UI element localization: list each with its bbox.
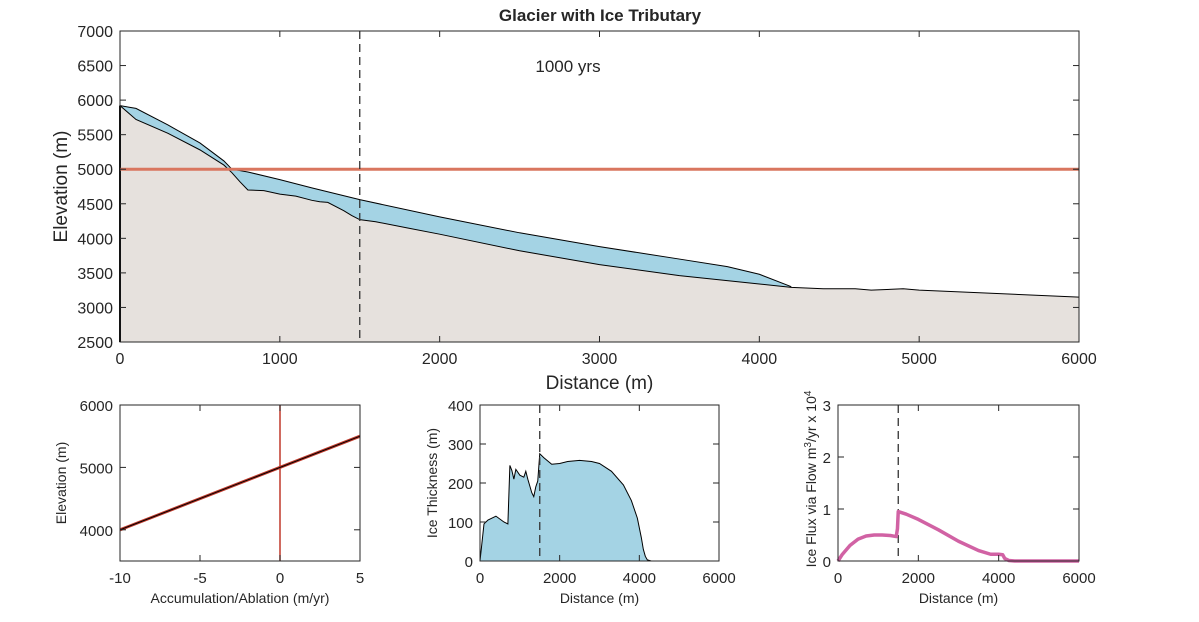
ice-thickness-plot: 0 2000 4000 6000 0 100 200 300 400 Distance (m) Ic…	[424, 398, 736, 606]
mass-balance-line	[119, 435, 361, 531]
y-tick-label: 2	[823, 450, 831, 467]
y-tick-label: 4500	[77, 197, 113, 214]
y-tick-label: 0	[823, 554, 831, 571]
axes-box	[837, 404, 1080, 562]
y-axis-label: Elevation (m)	[51, 131, 72, 243]
elevation-profile-plot: 0 1000 2000 3000 4000 5000 6000 2500 3000 3500 400…	[51, 24, 1097, 394]
y-tick-label: 5500	[77, 128, 113, 145]
figure-title: Glacier with Ice Tributary	[499, 6, 702, 25]
y-tick-label: 3500	[77, 266, 113, 283]
y-tick-label: 200	[448, 476, 473, 493]
x-tick-label: 2000	[543, 570, 576, 587]
y-tick-label: 300	[448, 437, 473, 454]
x-tick-label: 5000	[901, 351, 937, 368]
mass-balance-plot: -10 -5 0 5 4000 5000 6000 Accumulation/Ablation…	[53, 398, 364, 606]
x-tick-label: 4000	[742, 351, 778, 368]
x-axis-label: Distance (m)	[560, 590, 639, 606]
x-tick-label: 6000	[702, 570, 735, 587]
y-tick-label: 6000	[80, 398, 113, 415]
x-tick-label: 0	[834, 570, 842, 587]
x-axis-label: Distance (m)	[919, 590, 998, 606]
y-tick-label: 4000	[80, 523, 113, 540]
x-tick-label: 0	[476, 570, 484, 587]
y-tick-label: 5000	[77, 162, 113, 179]
x-tick-label: 6000	[1062, 570, 1095, 587]
x-tick-label: 1000	[262, 351, 298, 368]
ice-surface-line	[119, 105, 792, 288]
y-axis-label: Ice Thickness (m)	[424, 428, 440, 538]
ice-area	[120, 105, 792, 288]
bedrock-line	[119, 105, 1080, 298]
x-tick-label: -10	[109, 570, 131, 587]
x-tick-label: 2000	[422, 351, 458, 368]
y-axis-label: Ice Flux via Flow m3/yr x 104	[803, 390, 819, 567]
y-tick-label: 3000	[77, 300, 113, 317]
x-tick-label: 5	[356, 570, 364, 587]
y-tick-label: 100	[448, 515, 473, 532]
y-tick-label: 4000	[77, 231, 113, 248]
ice-thickness-area	[480, 453, 719, 561]
bedrock-area	[120, 105, 1079, 342]
x-tick-label: 2000	[902, 570, 935, 587]
x-tick-label: 6000	[1061, 351, 1097, 368]
y-tick-label: 6000	[77, 93, 113, 110]
x-tick-label: 4000	[982, 570, 1015, 587]
x-tick-label: -5	[193, 570, 206, 587]
y-tick-label: 3	[823, 398, 831, 415]
x-tick-label: 0	[276, 570, 284, 587]
x-tick-label: 0	[116, 351, 125, 368]
y-tick-label: 6500	[77, 59, 113, 76]
y-tick-label: 2500	[77, 335, 113, 352]
y-tick-label: 7000	[77, 24, 113, 41]
y-axis-label: Elevation (m)	[53, 442, 69, 524]
y-tick-label: 0	[465, 554, 473, 571]
x-axis-label: Accumulation/Ablation (m/yr)	[151, 590, 330, 606]
y-tick-label: 400	[448, 398, 473, 415]
x-axis-label: Distance (m)	[546, 373, 654, 394]
y-tick-label: 1	[823, 502, 831, 519]
y-tick-label: 5000	[80, 460, 113, 477]
time-annotation: 1000 yrs	[535, 57, 600, 76]
ice-flux-plot: 0 2000 4000 6000 0 1 2 3 Distance (m) Ice Flux vi…	[803, 390, 1096, 606]
axes-box	[119, 404, 361, 562]
x-tick-label: 4000	[623, 570, 656, 587]
ice-flux-line	[836, 509, 1079, 563]
ice-thickness-line	[479, 452, 719, 562]
x-tick-label: 3000	[582, 351, 618, 368]
